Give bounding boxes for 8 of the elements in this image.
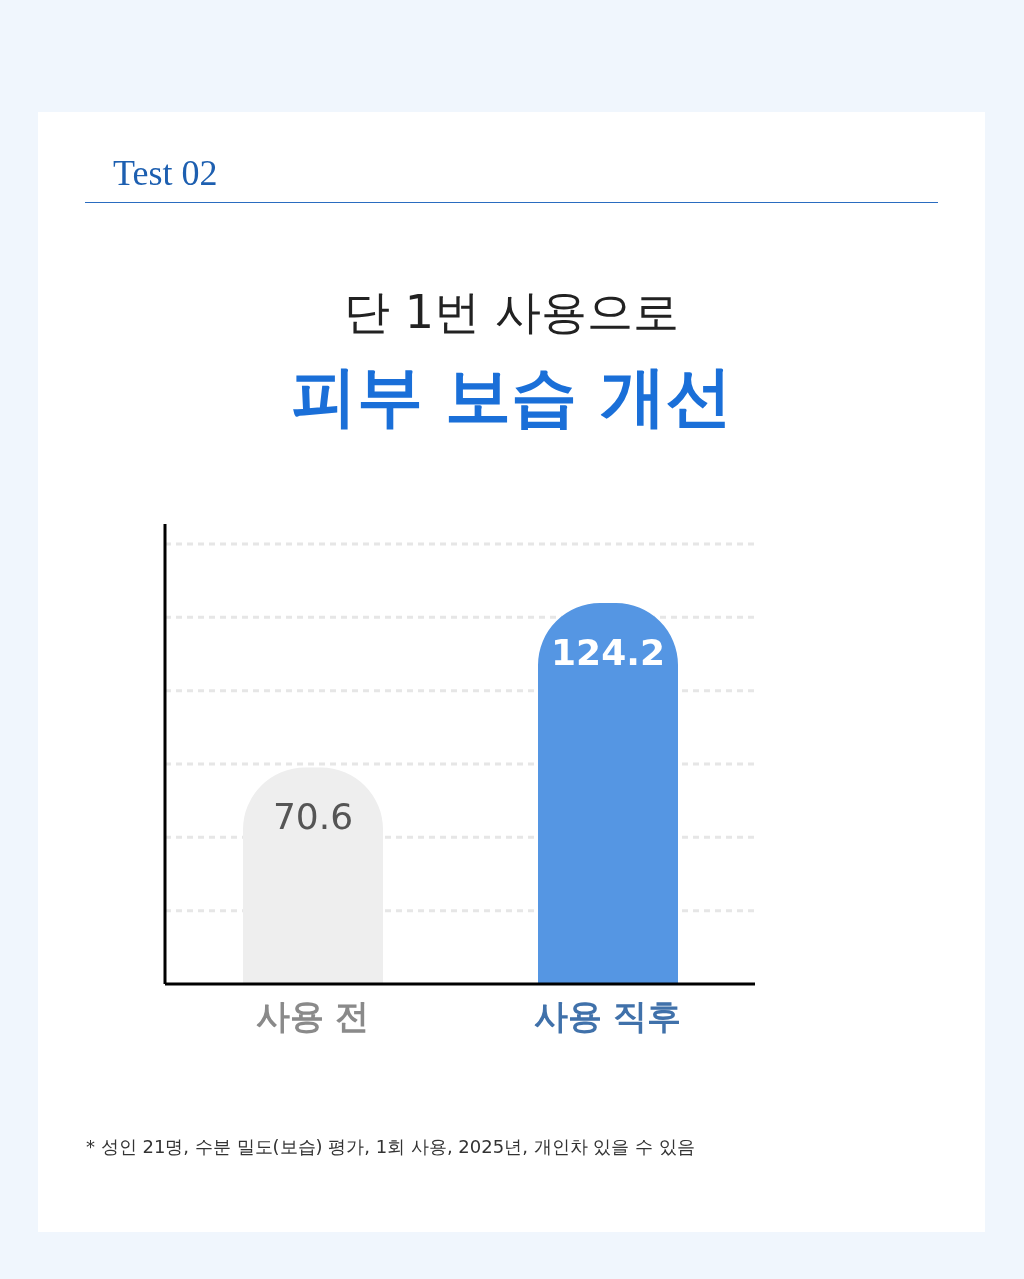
text: Test 02 [113,153,218,193]
data-label: 124.2 [551,632,665,674]
data-label: 70.6 [272,796,354,838]
x-tick-label: 사용 직후 [533,996,682,1036]
chart-subtitle: 피부 보습 개선 [289,357,734,437]
x-tick-label: 사용 전 [255,996,370,1036]
text: * 성인 21명, 수분 밀도(보습) 평가, 1회 사용, 2025년, 개인차 있을 수 있음 [86,1135,696,1159]
chart-title: 단 1번 사용으로 [343,284,680,341]
